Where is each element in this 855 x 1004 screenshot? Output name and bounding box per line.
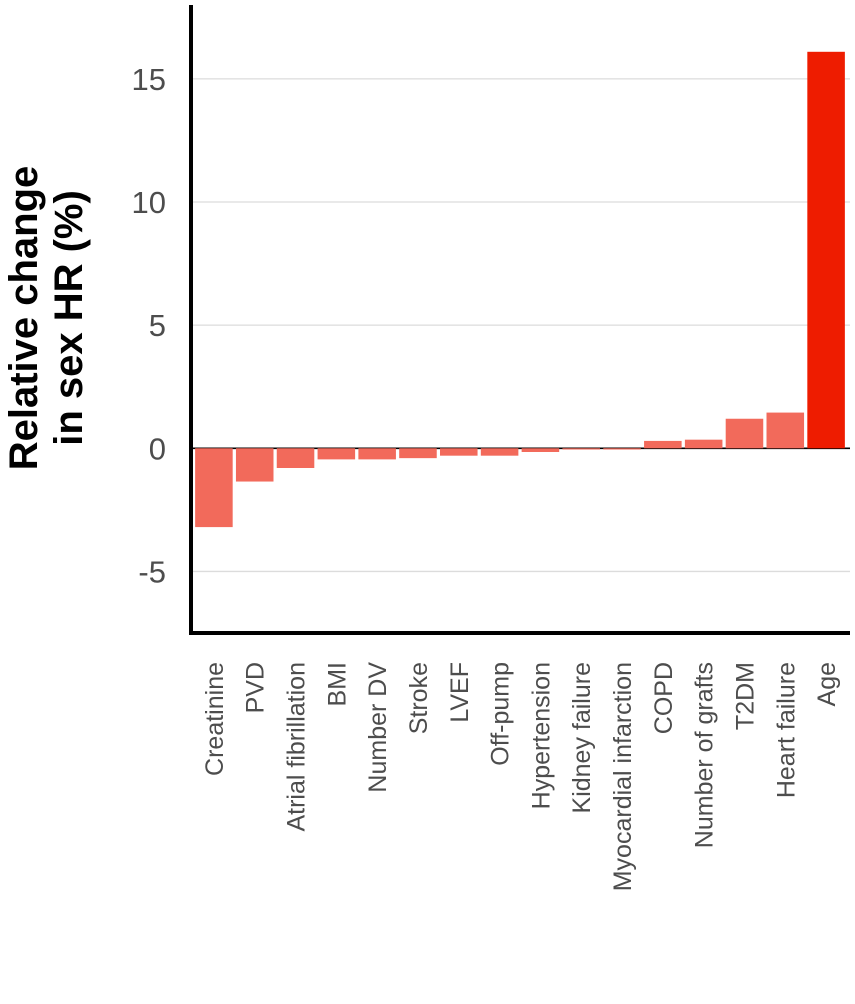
y-axis-title: Relative change in sex HR (%): [2, 166, 91, 471]
category-label-copd: COPD: [650, 662, 678, 734]
axes: [189, 5, 850, 635]
y-tick-label-4: 15: [132, 62, 166, 97]
category-label-bmi: BMI: [323, 662, 351, 706]
bar-stroke: [399, 448, 437, 459]
bar-age: [807, 51, 845, 449]
bar-kidney-failure: [562, 448, 600, 450]
y-tick-label-1: 0: [149, 431, 166, 466]
category-label-stroke: Stroke: [405, 662, 433, 734]
category-label-creatinine: Creatinine: [201, 662, 229, 776]
bar-pvd: [235, 448, 274, 482]
bar-copd: [644, 440, 682, 449]
y-tick-label-2: 5: [149, 308, 166, 343]
category-label-lvef: LVEF: [446, 662, 474, 723]
bar-atrial-fibrillation: [276, 448, 315, 468]
category-label-hypertension: Hypertension: [527, 662, 555, 809]
y-tick-label-0: -5: [138, 554, 166, 589]
bar-number-dv: [358, 448, 396, 460]
gridlines: [191, 78, 850, 573]
category-label-number-dv: Number DV: [364, 662, 392, 793]
category-label-atrial-fibrillation: Atrial fibrillation: [283, 662, 311, 832]
bar-number-of-grafts: [684, 439, 723, 449]
category-label-myocardial-infarction: Myocardial infarction: [609, 662, 637, 891]
bar-heart-failure: [766, 412, 805, 449]
y-axis-title-line-1: Relative change: [2, 166, 46, 471]
y-tick-label-3: 10: [132, 185, 166, 220]
category-label-heart-failure: Heart failure: [772, 662, 800, 798]
category-labels: Creatinine PVD Atrial fibrillation BMI Numbe…: [201, 662, 841, 892]
bars: [195, 51, 845, 528]
bar-myocardial-infarction: [603, 448, 641, 450]
bar-off-pump: [480, 448, 519, 456]
bar-t2dm: [725, 418, 764, 449]
category-label-pvd: PVD: [242, 662, 270, 713]
category-label-number-of-grafts: Number of grafts: [691, 662, 719, 848]
bar-bmi: [317, 448, 356, 460]
bar-creatinine: [195, 448, 233, 528]
bar-hypertension: [521, 448, 560, 452]
y-tick-labels: -5 0 5 10 15: [132, 62, 166, 590]
category-label-age: Age: [813, 662, 841, 706]
bar-lvef: [440, 448, 478, 456]
category-label-kidney-failure: Kidney failure: [568, 662, 596, 813]
category-label-off-pump: Off-pump: [487, 662, 515, 766]
y-axis-title-line-2: in sex HR (%): [47, 190, 91, 446]
category-label-t2dm: T2DM: [731, 662, 759, 730]
